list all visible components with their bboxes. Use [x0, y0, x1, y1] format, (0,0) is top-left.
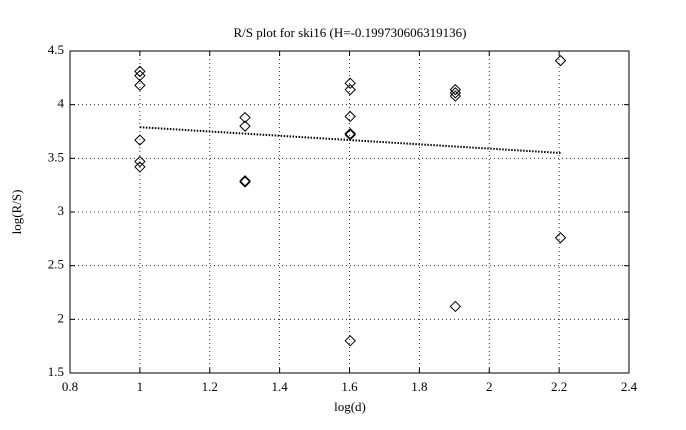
fit-line: [139, 126, 561, 154]
point: [554, 54, 567, 67]
y-tick-label: 3: [58, 203, 65, 218]
x-tick-label: 2.2: [551, 379, 567, 394]
y-axis-label: log(R/S): [9, 190, 24, 235]
point: [344, 77, 356, 89]
x-tick-label: 1.6: [341, 379, 358, 394]
y-tick-label: 4.5: [48, 42, 64, 57]
point: [449, 300, 462, 313]
y-tick-label: 1.5: [48, 364, 64, 379]
point: [449, 90, 462, 102]
point: [449, 83, 462, 96]
point: [344, 110, 356, 123]
chart-title: R/S plot for ski16 (H=-0.199730606319136…: [233, 25, 466, 40]
y-tick-label: 4: [58, 96, 65, 111]
point: [554, 232, 567, 244]
x-axis-label: log(d): [334, 399, 366, 414]
y-tick-label: 3.5: [48, 149, 64, 164]
point: [239, 175, 251, 187]
x-tick-label: 1: [137, 379, 144, 394]
y-tick-label: 2: [58, 310, 65, 325]
point: [134, 155, 146, 168]
point: [134, 79, 146, 92]
x-tick-label: 1.2: [202, 379, 218, 394]
point: [449, 87, 462, 99]
x-tick-label: 1.4: [272, 379, 289, 394]
point: [134, 65, 146, 78]
point: [134, 161, 146, 173]
plot-frame: [69, 50, 630, 374]
point: [344, 335, 356, 347]
point: [344, 127, 356, 140]
point: [344, 83, 356, 96]
x-tick-label: 1.8: [411, 379, 427, 394]
x-tick-label: 2.4: [621, 379, 638, 394]
x-tick-label: 2: [486, 379, 493, 394]
x-tick-label: 0.8: [62, 379, 78, 394]
point: [239, 176, 251, 188]
point: [134, 134, 146, 146]
y-tick-label: 2.5: [48, 257, 64, 272]
point: [239, 120, 251, 132]
point: [239, 111, 251, 124]
